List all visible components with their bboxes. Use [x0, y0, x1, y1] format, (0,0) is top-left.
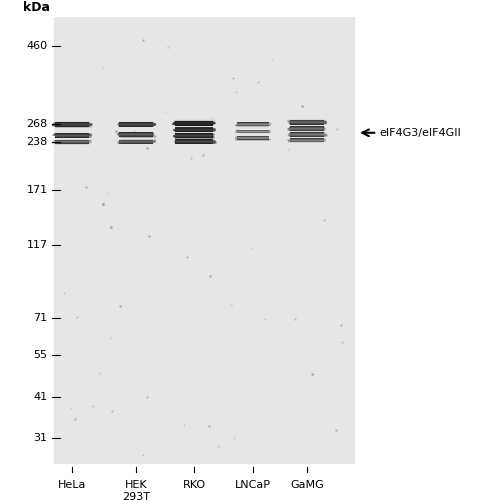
Text: GaMG: GaMG — [290, 480, 324, 490]
Text: 31: 31 — [34, 433, 47, 443]
Text: 171: 171 — [26, 185, 47, 195]
Text: kDa: kDa — [23, 1, 50, 14]
Text: eIF4G3/eIF4GII: eIF4G3/eIF4GII — [379, 128, 461, 138]
Bar — [54, 17, 355, 463]
Text: 460: 460 — [26, 41, 47, 51]
Text: 41: 41 — [34, 392, 47, 402]
Text: 55: 55 — [34, 350, 47, 360]
Text: 268: 268 — [26, 119, 47, 129]
Text: RKO: RKO — [183, 480, 206, 490]
Text: 71: 71 — [34, 313, 47, 323]
Text: 117: 117 — [26, 240, 47, 250]
Text: LNCaP: LNCaP — [235, 480, 271, 490]
Text: HEK
293T: HEK 293T — [122, 480, 150, 501]
Text: 238: 238 — [26, 137, 47, 147]
Text: HeLa: HeLa — [57, 480, 86, 490]
